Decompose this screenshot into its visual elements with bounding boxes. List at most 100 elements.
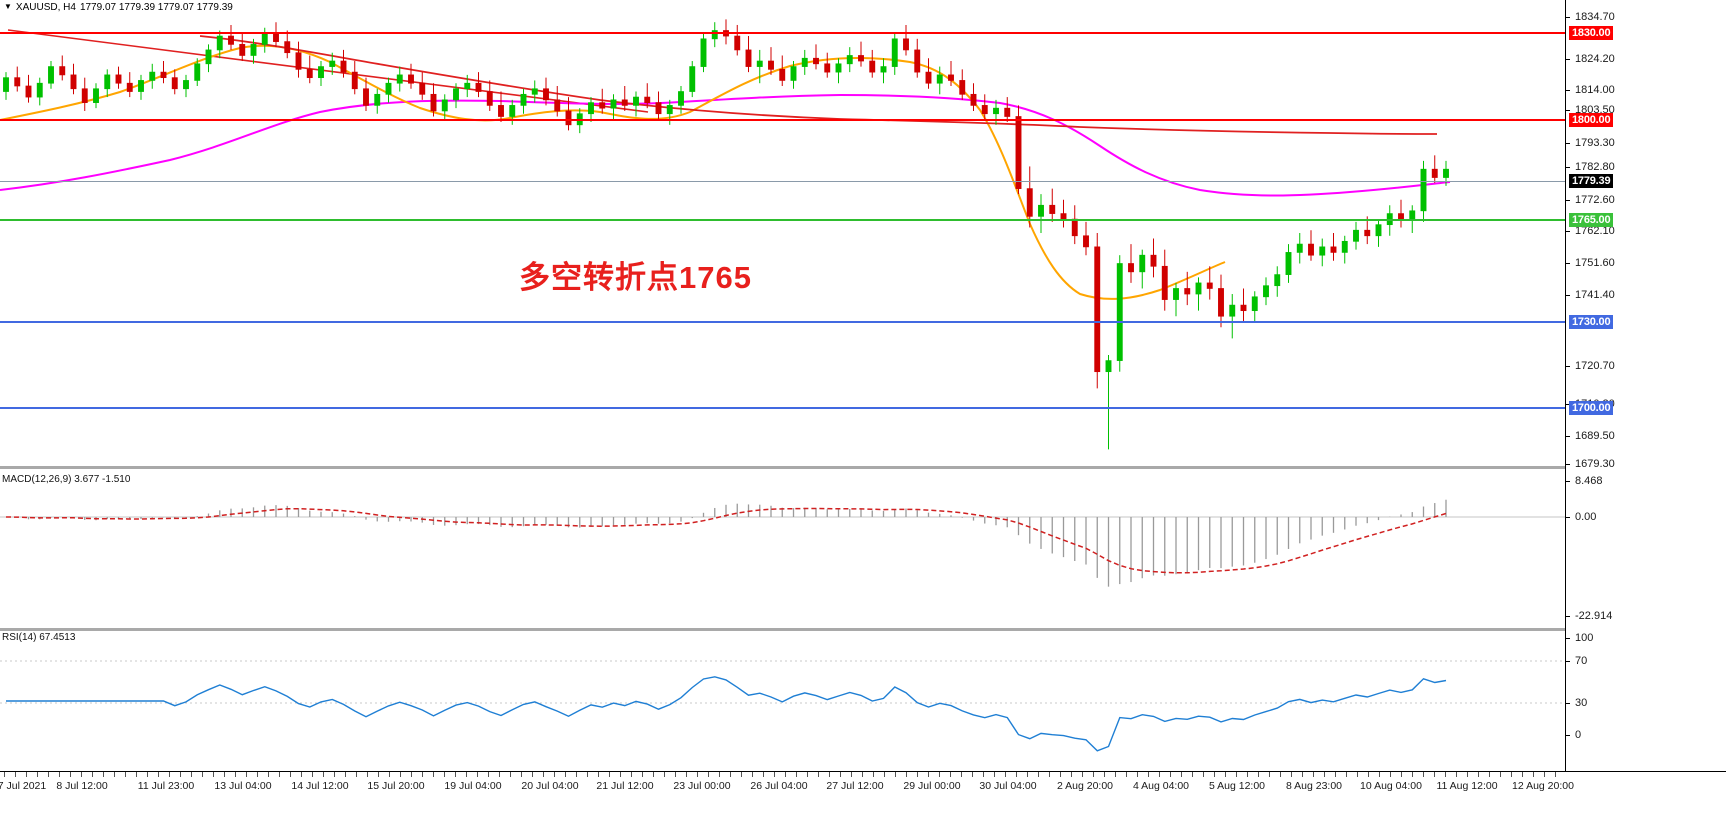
- price-axis-tick: 1834.70: [1566, 11, 1615, 23]
- price-axis-tick: 1741.40: [1566, 289, 1615, 301]
- candle-body: [216, 35, 223, 51]
- price-level-badge[interactable]: 1830.00: [1569, 26, 1614, 40]
- time-tick: [807, 772, 808, 777]
- time-tick: [1280, 772, 1281, 777]
- time-tick: [961, 772, 962, 777]
- time-tick: [125, 772, 126, 777]
- price-axis-tick: 1782.80: [1566, 161, 1615, 173]
- time-tick: [1236, 772, 1237, 777]
- time-tick: [708, 772, 709, 777]
- price-panel[interactable]: [0, 0, 1565, 466]
- candle-body: [351, 71, 358, 90]
- time-axis-label: 21 Jul 12:00: [596, 780, 654, 792]
- time-tick: [1390, 772, 1391, 777]
- time-tick: [752, 772, 753, 777]
- time-tick: [862, 772, 863, 777]
- candle-body: [453, 88, 459, 101]
- candle-body: [149, 71, 156, 81]
- macd-panel[interactable]: [0, 473, 1565, 628]
- time-tick: [1181, 772, 1182, 777]
- time-tick: [686, 772, 687, 777]
- time-tick: [114, 772, 115, 777]
- time-tick: [1335, 772, 1336, 777]
- candle-body: [1094, 246, 1101, 373]
- candle-body: [846, 55, 853, 65]
- candle-body: [1431, 168, 1438, 178]
- time-tick: [675, 772, 676, 777]
- time-tick: [719, 772, 720, 777]
- time-tick: [1368, 772, 1369, 777]
- candle-body: [543, 88, 549, 101]
- time-axis-label: 15 Jul 20:00: [367, 780, 425, 792]
- time-tick: [235, 772, 236, 777]
- rsi-panel[interactable]: [0, 631, 1565, 771]
- candle-body: [858, 55, 864, 62]
- candle-body: [93, 88, 99, 103]
- rsi-axis-tick: 100: [1566, 632, 1593, 644]
- time-tick: [1489, 772, 1490, 777]
- rsi-chart-svg: [0, 660, 1565, 752]
- time-axis-label: 27 Jul 12:00: [826, 780, 884, 792]
- level-line-current-price: [0, 181, 1565, 182]
- candle-body: [936, 74, 943, 84]
- time-tick: [829, 772, 830, 777]
- candle-body: [1049, 204, 1056, 214]
- candle-body: [36, 82, 43, 98]
- time-tick: [224, 772, 225, 777]
- macd-axis-tick: -22.914: [1566, 610, 1612, 622]
- time-tick: [37, 772, 38, 777]
- price-level-badge[interactable]: 1800.00: [1569, 113, 1614, 127]
- price-level-badge[interactable]: 1779.39: [1569, 174, 1614, 188]
- candle-body: [498, 105, 504, 117]
- candle-body: [194, 63, 201, 81]
- time-axis-label: 7 Jul 2021: [0, 780, 47, 792]
- time-tick: [26, 772, 27, 777]
- candle-body: [374, 93, 381, 106]
- candle-body: [295, 52, 302, 70]
- price-level-badge[interactable]: 1730.00: [1569, 315, 1614, 329]
- time-tick: [1412, 772, 1413, 777]
- time-tick: [1214, 772, 1215, 777]
- price-axis-tick: 1679.30: [1566, 458, 1615, 470]
- time-tick: [1016, 772, 1017, 777]
- candle-body: [48, 66, 54, 84]
- price-axis-tick: 1689.50: [1566, 430, 1615, 442]
- candle-body: [284, 41, 291, 54]
- time-axis-label: 12 Aug 20:00: [1512, 780, 1574, 792]
- macd-axis-tick: 0.00: [1566, 511, 1596, 523]
- price-axis-tick: 1824.20: [1566, 53, 1615, 65]
- time-tick: [774, 772, 775, 777]
- candle-body: [1274, 274, 1281, 287]
- candle-body: [880, 66, 887, 73]
- time-tick: [741, 772, 742, 777]
- candle-body: [588, 102, 594, 115]
- triangle-down-icon[interactable]: ▼: [4, 2, 12, 11]
- level-line-1800: [0, 119, 1565, 121]
- time-tick: [257, 772, 258, 777]
- candle-body: [1161, 265, 1168, 300]
- price-chart-svg: [0, 19, 1451, 450]
- price-level-badge[interactable]: 1765.00: [1569, 213, 1614, 227]
- time-tick: [323, 772, 324, 777]
- time-tick: [1522, 772, 1523, 777]
- macd-chart-svg: [0, 499, 1565, 587]
- time-tick: [840, 772, 841, 777]
- time-tick: [609, 772, 610, 777]
- candle-body: [261, 32, 268, 45]
- time-tick: [213, 772, 214, 777]
- time-axis[interactable]: 7 Jul 2021 8 Jul 12:00 11 Jul 23:00 13 Jul …: [0, 771, 1726, 836]
- time-tick: [477, 772, 478, 777]
- candle-body: [70, 74, 77, 90]
- candle-body: [59, 66, 66, 76]
- macd-caption: MACD(12,26,9) 3.677 -1.510: [2, 474, 131, 485]
- candle-body: [813, 57, 819, 65]
- price-axis[interactable]: 1834.70 1824.20 1814.00 1803.50 1793.30 1782.…: [1565, 0, 1726, 771]
- time-tick: [367, 772, 368, 777]
- time-tick: [1324, 772, 1325, 777]
- candle-body: [1420, 168, 1427, 212]
- level-line-1700: [0, 407, 1565, 409]
- price-level-badge[interactable]: 1700.00: [1569, 401, 1614, 415]
- symbol-timeframe-label: XAUUSD, H4: [15, 1, 76, 13]
- time-tick: [884, 772, 885, 777]
- time-tick: [1269, 772, 1270, 777]
